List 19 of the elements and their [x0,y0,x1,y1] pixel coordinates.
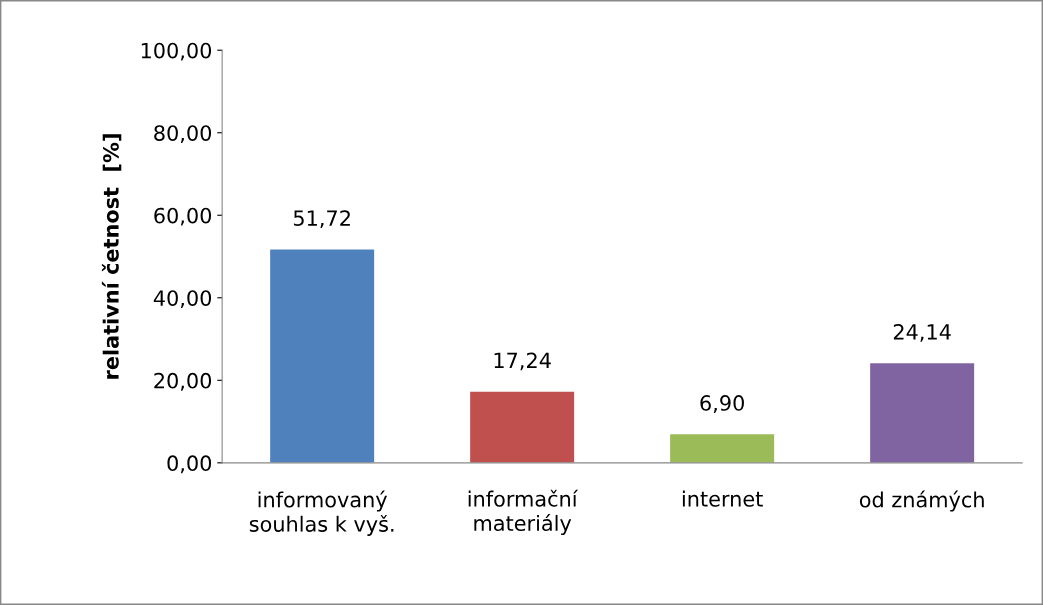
bar [670,434,775,463]
x-tick-label: informační materiály [468,489,579,536]
x-tick-label: informovaný souhlas k vyš. [249,490,394,536]
data-label: 6,90 [700,395,744,413]
y-tick-label: 100,00 [141,42,212,61]
y-axis-title: relativní četnost [%] [101,134,122,379]
bar [470,391,575,463]
data-label: 51,72 [293,210,350,229]
y-tick-label: 40,00 [153,290,212,309]
x-tick-label: internet [682,490,763,507]
y-tick-label: 20,00 [154,372,212,391]
y-tick-label: 60,00 [154,207,212,226]
x-tick-label: od známých [859,490,984,512]
y-tick-label: 0,00 [167,455,212,474]
data-label: 24,14 [893,323,951,342]
bar [270,249,375,463]
y-tick-label: 80,00 [154,125,212,144]
data-label: 17,24 [494,352,551,371]
bar [870,363,975,463]
